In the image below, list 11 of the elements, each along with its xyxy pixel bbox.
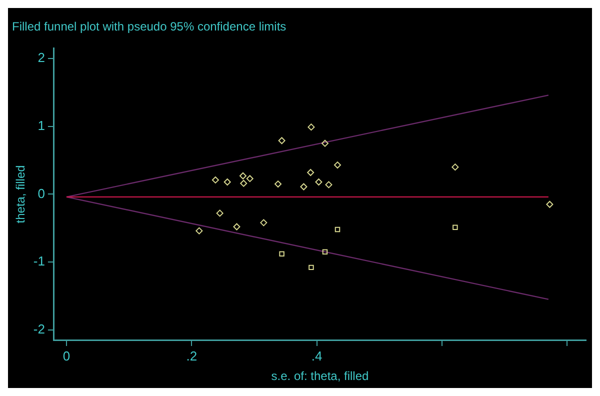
x-tick-label: .4 [311, 348, 322, 364]
chart-title: Filled funnel plot with pseudo 95% confidence limits [12, 20, 286, 34]
y-axis-title: theta, filled [14, 165, 28, 224]
y-tick-label: -2 [33, 321, 45, 336]
y-tick-label: 0 [38, 186, 45, 201]
y-tick-label: 1 [38, 118, 45, 133]
x-axis-title: s.e. of: theta, filled [271, 369, 369, 384]
x-tick-label: .2 [186, 348, 198, 364]
x-tick-label: 0 [62, 348, 70, 364]
y-tick-label: 2 [38, 50, 45, 66]
y-tick-label: -1 [33, 254, 45, 269]
